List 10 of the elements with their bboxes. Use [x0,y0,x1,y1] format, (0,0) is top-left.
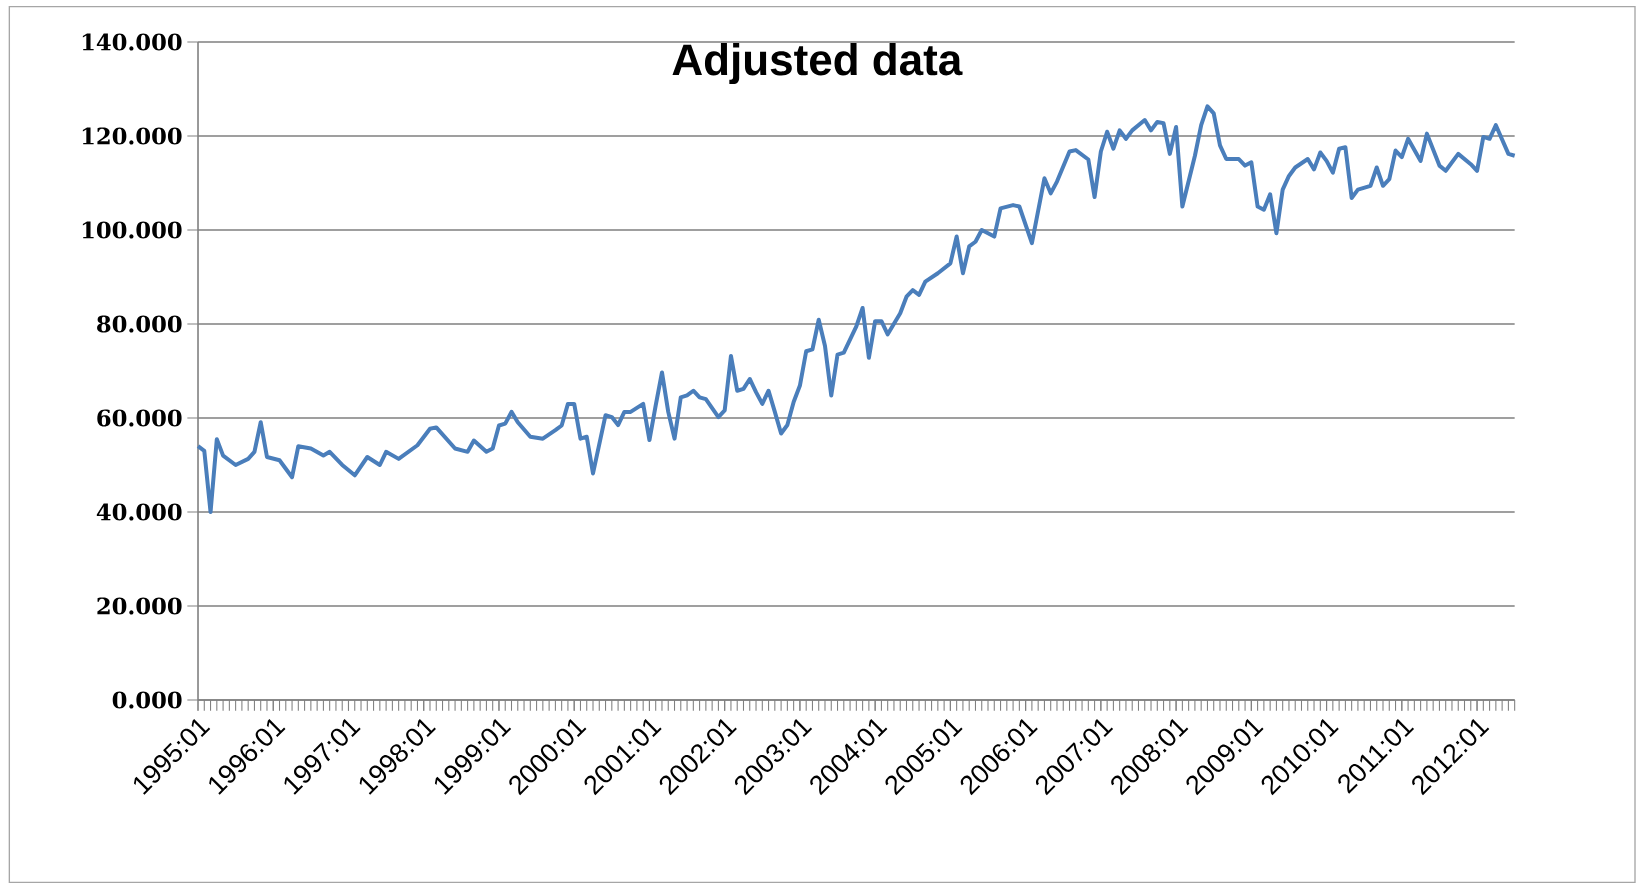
chart-title: Adjusted data [672,43,963,85]
y-tick-label: 120.000 [82,127,182,145]
y-tick-label: 60.000 [97,409,182,427]
y-tick-label: 80.000 [97,315,182,333]
y-tick-label: 20.000 [97,597,182,615]
y-tick-label: 40.000 [96,503,182,521]
y-tick-label: 100.000 [82,221,182,239]
line-series [196,104,1517,514]
y-tick-label: 140.000 [82,33,182,51]
y-tick-label: 0.000 [112,691,182,709]
